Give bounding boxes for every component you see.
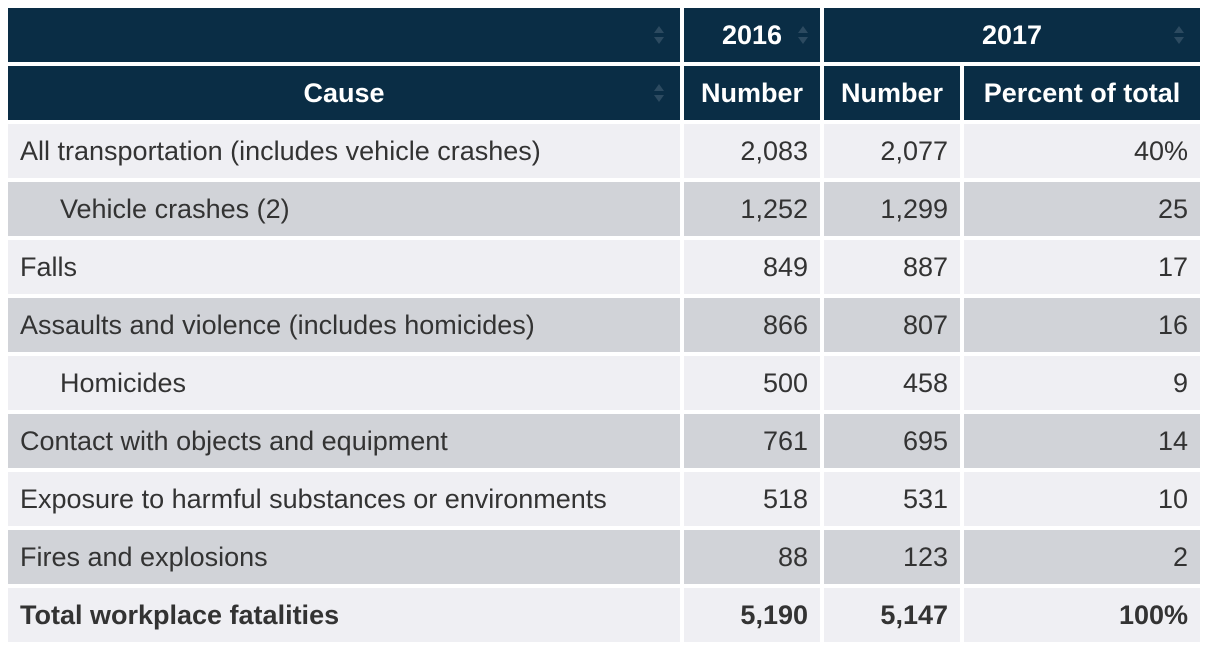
number-2016-cell: 761: [684, 414, 820, 468]
number-2016-cell: 1,252: [684, 182, 820, 236]
number-2017-cell: 887: [824, 240, 960, 294]
cause-cell: Falls: [8, 240, 680, 294]
sort-icon[interactable]: [796, 24, 810, 46]
number-2016-cell: 518: [684, 472, 820, 526]
number-2017-cell: 531: [824, 472, 960, 526]
year-header-row: 2016 2017: [8, 8, 1200, 62]
year-2016-header[interactable]: 2016: [684, 8, 820, 62]
number-2017-cell: 2,077: [824, 124, 960, 178]
total-row: Total workplace fatalities 5,190 5,147 1…: [8, 588, 1200, 642]
blank-header-cell[interactable]: [8, 8, 680, 62]
table-row: Contact with objects and equipment 761 6…: [8, 414, 1200, 468]
table-row: Homicides 500 458 9: [8, 356, 1200, 410]
table-row: Vehicle crashes (2) 1,252 1,299 25: [8, 182, 1200, 236]
number-2016-cell: 2,083: [684, 124, 820, 178]
percent-cell: 10: [964, 472, 1200, 526]
fatalities-table: 2016 2017 Cause: [4, 4, 1204, 646]
total-2016-cell: 5,190: [684, 588, 820, 642]
percent-cell: 17: [964, 240, 1200, 294]
table-row: All transportation (includes vehicle cra…: [8, 124, 1200, 178]
percent-cell: 9: [964, 356, 1200, 410]
number-2017-cell: 807: [824, 298, 960, 352]
cause-cell: Contact with objects and equipment: [8, 414, 680, 468]
total-percent-cell: 100%: [964, 588, 1200, 642]
cause-cell: Exposure to harmful substances or enviro…: [8, 472, 680, 526]
number-2016-cell: 849: [684, 240, 820, 294]
number-2016-cell: 866: [684, 298, 820, 352]
table-row: Exposure to harmful substances or enviro…: [8, 472, 1200, 526]
percent-column-header[interactable]: Percent of total: [964, 66, 1200, 120]
table-row: Assaults and violence (includes homicide…: [8, 298, 1200, 352]
sort-icon[interactable]: [1172, 24, 1186, 46]
cause-cell: Vehicle crashes (2): [8, 182, 680, 236]
number-2017-column-header[interactable]: Number: [824, 66, 960, 120]
year-2016-label: 2016: [721, 19, 783, 50]
fatalities-table-container: 2016 2017 Cause: [8, 8, 1200, 642]
cause-cell: Fires and explosions: [8, 530, 680, 584]
number-2016-cell: 500: [684, 356, 820, 410]
cause-column-header[interactable]: Cause: [8, 66, 680, 120]
percent-cell: 16: [964, 298, 1200, 352]
percent-cell: 40%: [964, 124, 1200, 178]
table-row: Falls 849 887 17: [8, 240, 1200, 294]
total-cause-cell: Total workplace fatalities: [8, 588, 680, 642]
percent-cell: 14: [964, 414, 1200, 468]
year-2017-label: 2017: [981, 19, 1043, 50]
sort-icon[interactable]: [652, 24, 666, 46]
number-2016-cell: 88: [684, 530, 820, 584]
total-2017-cell: 5,147: [824, 588, 960, 642]
cause-cell: Homicides: [8, 356, 680, 410]
sort-icon[interactable]: [652, 82, 666, 104]
number-2017-cell: 1,299: [824, 182, 960, 236]
number-2016-column-header[interactable]: Number: [684, 66, 820, 120]
percent-cell: 25: [964, 182, 1200, 236]
cause-cell: Assaults and violence (includes homicide…: [8, 298, 680, 352]
column-header-row: Cause Number Number Percent of total: [8, 66, 1200, 120]
number-2017-cell: 123: [824, 530, 960, 584]
table-row: Fires and explosions 88 123 2: [8, 530, 1200, 584]
number-2017-cell: 458: [824, 356, 960, 410]
cause-header-label: Cause: [303, 77, 385, 108]
cause-cell: All transportation (includes vehicle cra…: [8, 124, 680, 178]
number-2017-cell: 695: [824, 414, 960, 468]
percent-cell: 2: [964, 530, 1200, 584]
year-2017-header[interactable]: 2017: [824, 8, 1200, 62]
